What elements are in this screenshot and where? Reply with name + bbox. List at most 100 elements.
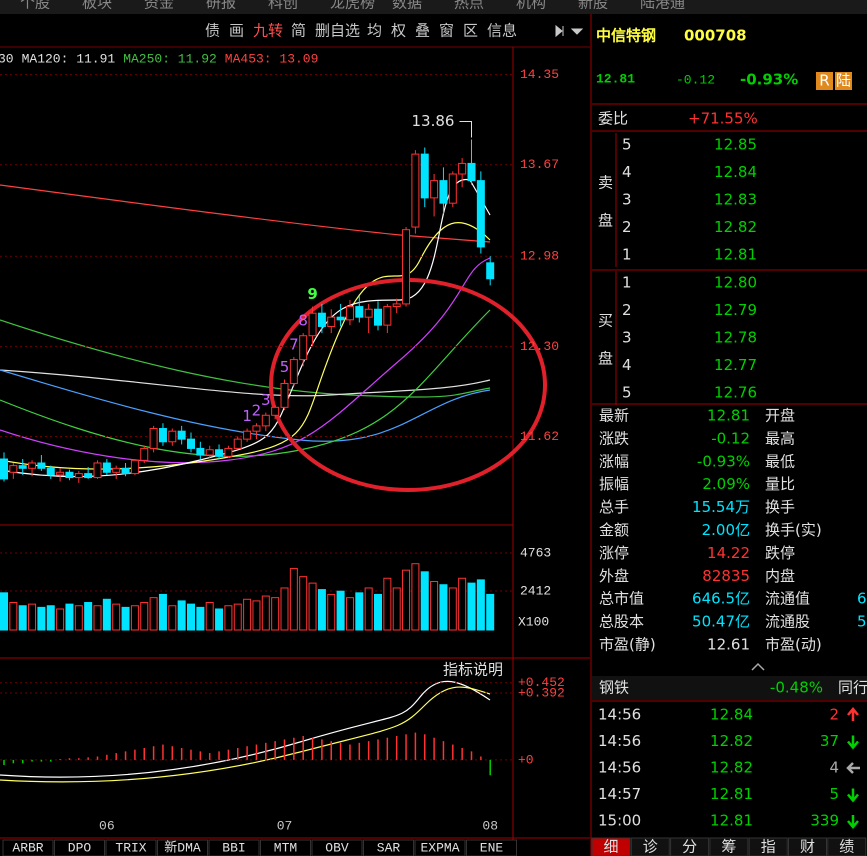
top-tab[interactable]: 科创 [268, 0, 298, 12]
volume-bar [93, 605, 102, 631]
candle-body [37, 462, 46, 469]
panel-tab[interactable] [630, 837, 670, 856]
indicator-tab-label[interactable]: ENE [480, 840, 504, 855]
panel-tab-label[interactable]: 细 [603, 838, 618, 856]
indicator-tab[interactable] [105, 839, 157, 856]
top-tab[interactable]: 机构 [516, 0, 546, 12]
indicator-tab-label[interactable]: EXPMA [420, 840, 459, 855]
panel-tab-label[interactable]: 财 [800, 838, 815, 856]
volume-bar [374, 593, 382, 631]
toolbar-button[interactable]: 九转 [253, 22, 283, 40]
candle-body [140, 447, 149, 461]
panel-tab-label[interactable]: 绩 [839, 838, 854, 856]
macd-line [0, 686, 491, 783]
y-tick-label: +0.392 [518, 685, 565, 700]
panel-tab-label[interactable]: 筹 [721, 838, 736, 856]
candle-body [420, 153, 429, 199]
toolbar-button[interactable]: 区 [463, 22, 478, 40]
toolbar-button[interactable]: 简 [291, 22, 306, 40]
y-tick-label: +0.452 [518, 675, 565, 690]
candle-body [289, 359, 298, 384]
sector-link[interactable]: 同行 [838, 679, 867, 697]
panel-tab[interactable] [670, 837, 710, 856]
indicator-tab[interactable] [157, 839, 208, 856]
indicator-tab[interactable] [2, 839, 54, 856]
volume-bar [18, 605, 27, 631]
panel-tab-label[interactable]: 指 [761, 838, 776, 856]
indicator-tab-label[interactable]: BBI [222, 840, 245, 855]
volume-bar [0, 592, 8, 631]
indicator-tab-label[interactable]: MTM [274, 840, 297, 855]
change: -0.12 [676, 72, 715, 87]
toolbar-button[interactable]: 权 [391, 22, 406, 40]
panel-tab[interactable] [788, 837, 827, 856]
top-tab[interactable]: 研报 [206, 0, 236, 12]
stat-value: 2.00亿 [702, 521, 750, 539]
candle-body [112, 467, 121, 473]
indicator-tab[interactable] [54, 839, 105, 856]
indicator-tab[interactable] [311, 839, 363, 856]
tick-volume: 2 [829, 706, 839, 724]
toolbar-button[interactable]: 窗 [439, 22, 454, 40]
tick-volume: 37 [820, 732, 839, 750]
toolbar-button[interactable]: 叠 [415, 22, 430, 40]
toolbar-button[interactable]: 均 [367, 22, 382, 40]
candle-body [271, 406, 280, 416]
book-level: 1 [622, 246, 632, 264]
book-price: 12.83 [714, 191, 757, 209]
book-level: 2 [622, 218, 632, 236]
indicator-tab-label[interactable]: SAR [377, 840, 401, 855]
top-tab[interactable]: 陆港通 [640, 0, 685, 12]
toolbar-button[interactable]: 画 [229, 22, 244, 40]
top-tab[interactable]: 热点 [454, 0, 484, 12]
toolbar-button[interactable]: 信息 [487, 22, 517, 40]
stat-label: 总手 [599, 498, 629, 516]
expand-caret[interactable] [751, 662, 765, 671]
stat-value: 15.54万 [692, 498, 750, 516]
candle-body [364, 308, 373, 318]
toolbar-button[interactable]: 删自选 [315, 22, 360, 40]
indicator-tab-label[interactable]: DPO [68, 840, 92, 855]
panel-tab-label[interactable]: 分 [682, 838, 697, 856]
indicator-tab[interactable] [414, 839, 466, 856]
ma-legend: 30 [0, 51, 14, 66]
panel-tab[interactable] [748, 837, 788, 856]
indicator-tab-label[interactable]: ARBR [12, 840, 43, 855]
candle-body [299, 335, 308, 361]
top-tab[interactable]: 资金 [144, 0, 174, 12]
panel-tab[interactable] [591, 837, 631, 856]
volume-bar [140, 602, 149, 631]
stat-label: 金额 [599, 521, 629, 539]
top-tab[interactable]: 龙虎榜 [330, 0, 375, 12]
candle-body [486, 262, 495, 280]
weibi-label: 委比 [598, 110, 628, 128]
stat-value: 5 [857, 613, 867, 631]
indicator-tab[interactable] [466, 839, 517, 856]
stat-value: 14.22 [707, 544, 750, 562]
panel-tab[interactable] [827, 837, 867, 856]
indicator-tab[interactable] [363, 839, 414, 856]
panel-tab[interactable] [709, 837, 749, 856]
toolbar-icon[interactable] [555, 24, 584, 38]
indicator-tab-label[interactable]: 新DMA [164, 839, 201, 855]
book-price: 12.84 [714, 163, 757, 181]
top-tab[interactable]: 数据 [392, 0, 422, 12]
badge [835, 72, 852, 90]
candle-body [28, 462, 37, 469]
top-tab[interactable]: 个股 [20, 0, 50, 12]
indicator-tab[interactable] [260, 839, 311, 856]
indicator-tab[interactable] [208, 839, 260, 856]
stat-value: 6 [857, 590, 867, 608]
panel-tab-label[interactable]: 诊 [643, 838, 658, 856]
volume-bar [65, 603, 74, 631]
indicator-tab-label[interactable]: OBV [325, 840, 349, 855]
top-tab[interactable]: 新股 [578, 0, 608, 12]
top-tab[interactable]: 板块 [82, 0, 112, 12]
indicator-tab-label[interactable]: TRIX [115, 840, 146, 855]
toolbar-button[interactable]: 债 [205, 22, 220, 40]
indicator-help[interactable]: 指标说明 [443, 661, 503, 679]
book-level: 1 [622, 274, 632, 292]
sector-bar [592, 676, 867, 700]
stat-value: 2.09% [702, 475, 750, 493]
